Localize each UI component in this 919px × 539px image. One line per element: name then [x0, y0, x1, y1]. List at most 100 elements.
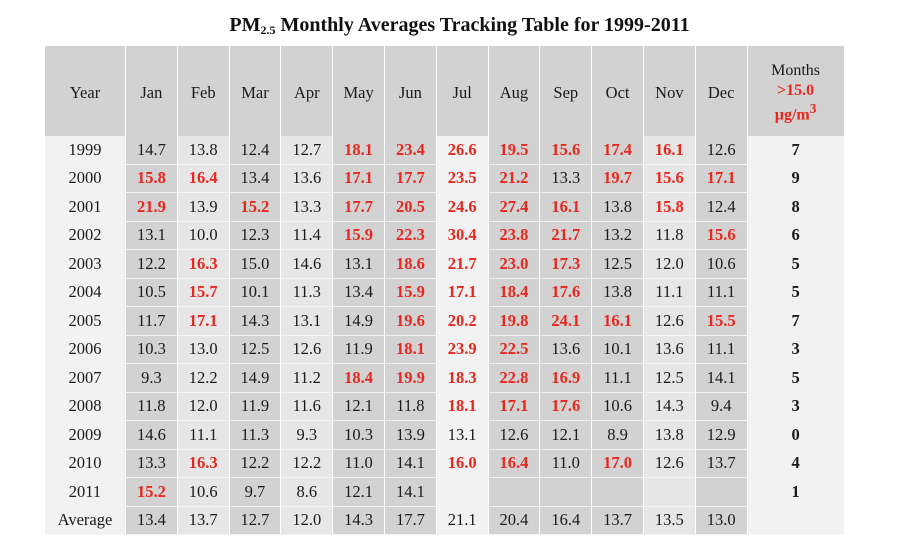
value-cell: 18.1: [435, 392, 488, 421]
value-cell: 11.0: [539, 449, 592, 478]
value-cell: 15.6: [694, 221, 747, 250]
value-cell: 10.0: [176, 221, 229, 250]
year-cell: 2005: [45, 307, 125, 336]
value-cell: 18.1: [383, 335, 436, 364]
value-cell: 10.3: [332, 421, 384, 450]
year-cell: 2002: [45, 221, 125, 250]
value-cell: 12.5: [642, 364, 695, 393]
table-row: 2005 11.7 17.1 14.3 13.1 14.9 19.6 20.2 19.8 24.1…: [45, 307, 844, 336]
value-cell: 23.4: [383, 136, 436, 165]
value-cell: 12.0: [280, 506, 333, 535]
value-cell: 12.2: [228, 449, 281, 478]
value-cell: 24.1: [539, 307, 592, 336]
value-cell: 14.3: [332, 506, 384, 535]
value-cell: 13.3: [125, 449, 177, 478]
months-over-count: 9: [746, 164, 844, 193]
value-cell: 10.6: [694, 250, 747, 279]
value-cell: 17.0: [591, 449, 643, 478]
value-cell: 17.1: [694, 164, 747, 193]
value-cell: 16.1: [642, 136, 695, 165]
value-cell: 13.1: [435, 421, 488, 450]
value-cell: 13.6: [539, 335, 592, 364]
value-cell: 13.1: [280, 307, 333, 336]
header-month-apr: Apr: [280, 46, 333, 136]
months-over-count: 4: [746, 449, 844, 478]
value-cell: 9.3: [280, 421, 333, 450]
value-cell: 13.8: [591, 278, 643, 307]
value-cell: 22.3: [383, 221, 436, 250]
value-cell: 10.6: [591, 392, 643, 421]
value-cell: 13.1: [125, 221, 177, 250]
value-cell: 15.2: [125, 478, 177, 507]
year-cell: 2010: [45, 449, 125, 478]
header-unit: µg/m3: [774, 100, 817, 124]
value-cell: 15.2: [228, 193, 281, 222]
header-month-sep: Sep: [539, 46, 592, 136]
value-cell: 20.5: [383, 193, 436, 222]
value-cell: 26.6: [435, 136, 488, 165]
table-row: 2010 13.3 16.3 12.2 12.2 11.0 14.1 16.0 16.4 11.0…: [45, 449, 844, 478]
value-cell: 16.1: [591, 307, 643, 336]
value-cell: 13.9: [176, 193, 229, 222]
value-cell: 13.7: [591, 506, 643, 535]
header-month-dec: Dec: [694, 46, 747, 136]
year-cell: 2004: [45, 278, 125, 307]
value-cell: 10.1: [591, 335, 643, 364]
value-cell: 21.9: [125, 193, 177, 222]
year-cell: 2008: [45, 392, 125, 421]
value-cell: 15.6: [642, 164, 695, 193]
value-cell: 11.7: [125, 307, 177, 336]
value-cell: 17.4: [591, 136, 643, 165]
value-cell: 11.3: [280, 278, 333, 307]
value-cell: 19.9: [383, 364, 436, 393]
value-cell: 12.5: [228, 335, 281, 364]
value-cell: 17.6: [539, 392, 592, 421]
value-cell: 8.6: [280, 478, 333, 507]
header-month-jul: Jul: [435, 46, 488, 136]
value-cell: 13.4: [228, 164, 281, 193]
value-cell: [694, 478, 747, 507]
months-over-count: 5: [746, 250, 844, 279]
months-over-count: 3: [746, 392, 844, 421]
value-cell: 22.5: [487, 335, 540, 364]
months-over-count: 7: [746, 307, 844, 336]
value-cell: 11.8: [642, 221, 695, 250]
value-cell: 9.3: [125, 364, 177, 393]
value-cell: 15.7: [176, 278, 229, 307]
value-cell: 17.3: [539, 250, 592, 279]
year-cell: 2007: [45, 364, 125, 393]
months-over-count: [746, 506, 844, 535]
value-cell: 18.4: [487, 278, 540, 307]
value-cell: 18.4: [332, 364, 384, 393]
value-cell: 13.7: [694, 449, 747, 478]
months-over-count: 5: [746, 364, 844, 393]
value-cell: 13.3: [539, 164, 592, 193]
year-cell: 2003: [45, 250, 125, 279]
value-cell: 21.1: [435, 506, 488, 535]
value-cell: 11.6: [280, 392, 333, 421]
value-cell: [642, 478, 695, 507]
value-cell: 14.6: [125, 421, 177, 450]
value-cell: [539, 478, 592, 507]
header-row: Year Jan Feb Mar Apr May Jun Jul Aug Sep Oct Nov De…: [45, 46, 844, 136]
table-row: 2002 13.1 10.0 12.3 11.4 15.9 22.3 30.4 23.8 21.7…: [45, 221, 844, 250]
value-cell: 17.1: [332, 164, 384, 193]
value-cell: 16.4: [487, 449, 540, 478]
months-over-count: 8: [746, 193, 844, 222]
value-cell: 17.1: [176, 307, 229, 336]
table-row: 2009 14.6 11.1 11.3 9.3 10.3 13.9 13.1 12.6 12.1 8…: [45, 421, 844, 450]
value-cell: 12.2: [280, 449, 333, 478]
value-cell: 18.3: [435, 364, 488, 393]
value-cell: 16.3: [176, 250, 229, 279]
value-cell: 21.2: [487, 164, 540, 193]
value-cell: 12.9: [694, 421, 747, 450]
value-cell: 12.4: [694, 193, 747, 222]
value-cell: 14.6: [280, 250, 333, 279]
value-cell: 23.8: [487, 221, 540, 250]
pm25-tracking-table: Year Jan Feb Mar Apr May Jun Jul Aug Sep Oct Nov De…: [45, 46, 844, 535]
table-row: 2011 15.2 10.6 9.7 8.6 12.1 14.1 1: [45, 478, 844, 507]
value-cell: 11.8: [383, 392, 436, 421]
value-cell: 12.3: [228, 221, 281, 250]
value-cell: 11.0: [332, 449, 384, 478]
average-label: Average: [45, 506, 125, 535]
